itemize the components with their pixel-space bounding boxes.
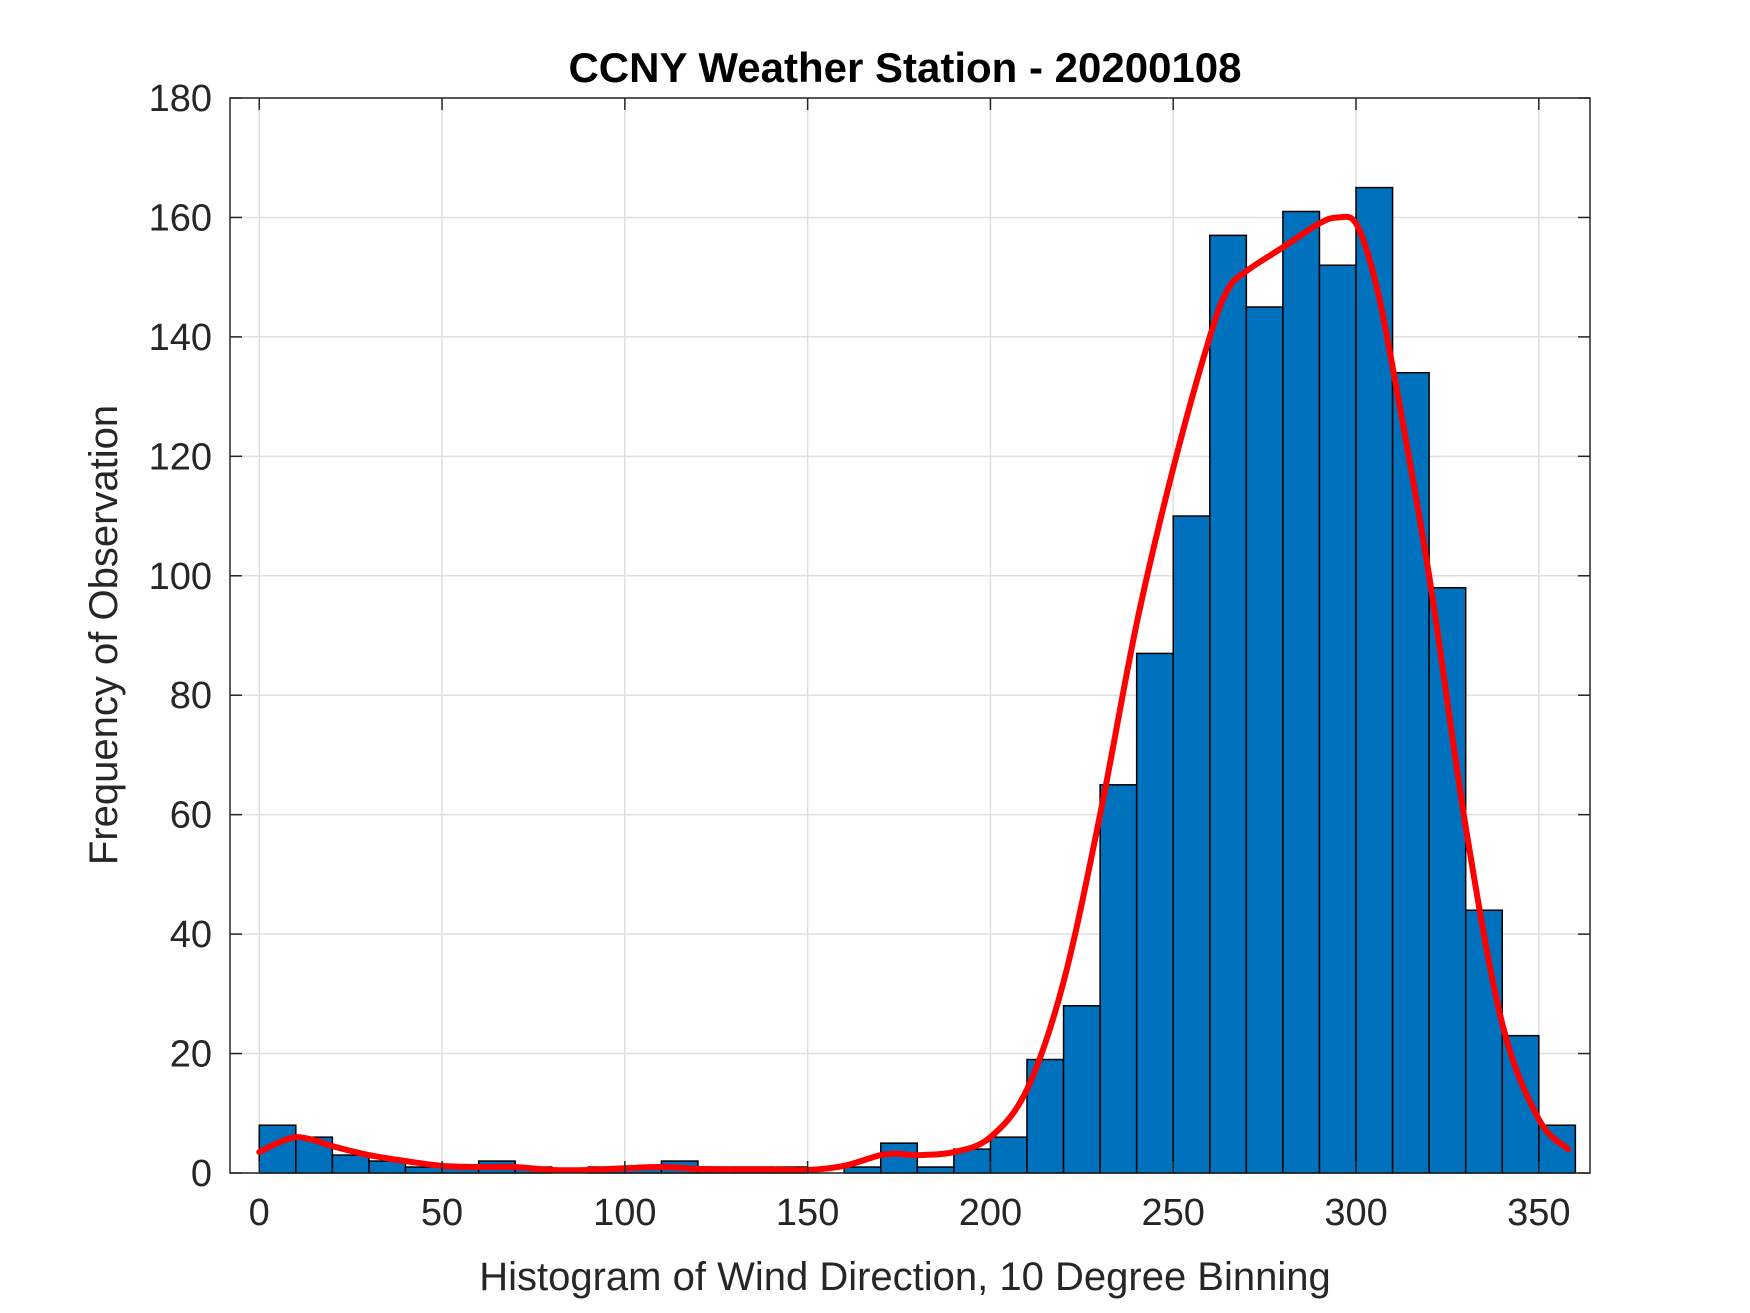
histogram-bar	[1355, 186, 1394, 1174]
x-tick-label: 350	[1507, 1192, 1570, 1234]
y-tick-label: 0	[191, 1153, 212, 1195]
x-tick-label: 0	[249, 1192, 270, 1234]
histogram-bar	[1245, 306, 1284, 1174]
x-tick-label: 300	[1324, 1192, 1387, 1234]
histogram-bars	[258, 186, 1577, 1174]
y-tick-label: 120	[149, 436, 212, 478]
y-tick-label: 80	[170, 675, 212, 717]
x-tick-label: 100	[593, 1192, 656, 1234]
y-tick-label: 40	[170, 914, 212, 956]
y-tick-label: 60	[170, 795, 212, 837]
y-tick-label: 20	[170, 1034, 212, 1076]
histogram-bar	[1172, 515, 1211, 1174]
fit-curve	[256, 213, 1572, 1174]
histogram-bar	[989, 1136, 1028, 1174]
y-tick-label: 160	[149, 197, 212, 239]
histogram-bar	[1062, 1005, 1101, 1174]
histogram-bar	[1318, 264, 1357, 1174]
x-tick-labels: 0 50 100 150 200 250 300 350	[249, 1192, 1571, 1234]
x-tick-label: 150	[776, 1192, 839, 1234]
x-tick-label: 250	[1142, 1192, 1205, 1234]
axis-ticks	[230, 97, 1590, 1174]
y-tick-label: 180	[149, 78, 212, 120]
x-tick-label: 50	[421, 1192, 463, 1234]
histogram-bar	[1282, 210, 1321, 1174]
x-tick-label: 200	[959, 1192, 1022, 1234]
y-tick-label: 100	[149, 556, 212, 598]
histogram-bar	[843, 1166, 882, 1174]
y-tick-label: 140	[149, 317, 212, 359]
chart-title: CCNY Weather Station - 20200108	[568, 44, 1241, 91]
axes-box	[229, 97, 1591, 1174]
y-axis-label: Frequency of Observation	[82, 405, 126, 865]
histogram-bar	[1135, 652, 1174, 1174]
histogram-bar	[1099, 784, 1138, 1174]
y-tick-labels: 0 20 40 60 80 100 120 140 160 180	[149, 78, 212, 1195]
histogram-bar	[1391, 371, 1430, 1174]
histogram-bar	[1428, 586, 1467, 1174]
x-axis-label: Histogram of Wind Direction, 10 Degree B…	[479, 1255, 1331, 1299]
histogram-bar	[1209, 234, 1248, 1174]
histogram-bar	[880, 1142, 919, 1174]
histogram-bar	[1464, 909, 1504, 1174]
histogram-bar	[916, 1166, 955, 1174]
histogram-bar	[331, 1154, 370, 1174]
